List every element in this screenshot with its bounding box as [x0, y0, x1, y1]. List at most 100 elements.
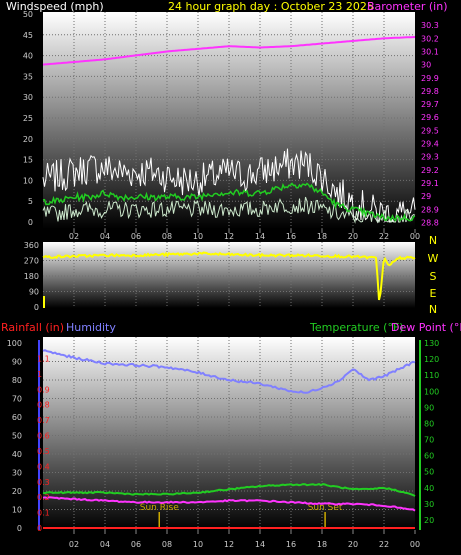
wind-speed-line [42, 196, 416, 224]
wind-y-tick-label: 45 [23, 31, 33, 40]
barometer-y-tick-label: 29.7 [421, 100, 439, 109]
x-tick-label: 20 [348, 232, 358, 241]
wind-y-tick-label: 35 [23, 72, 33, 81]
humidity-y-tick-label: 30 [12, 469, 22, 478]
compass-label-s: S [430, 270, 437, 283]
x-tick-label: 02 [69, 232, 79, 241]
wind-y-tick-label: 25 [23, 114, 33, 123]
direction-y-tick-label: 360 [24, 241, 39, 250]
rainfall-axis-title: Rainfall (in) [1, 321, 64, 334]
humidity-y-tick-label: 70 [12, 395, 22, 404]
direction-y-tick-label: 270 [24, 257, 39, 266]
wind-y-tick-label: 10 [23, 176, 33, 185]
wind-axis-title: Windspeed (mph) [6, 0, 104, 13]
x-tick-label: 02 [69, 540, 79, 549]
barometer-y-tick-label: 29 [421, 192, 431, 201]
rainfall-y-tick-label: 0.9 [37, 385, 50, 394]
temperature-y-tick-label: 120 [424, 355, 439, 364]
x-tick-label: 08 [162, 232, 172, 241]
x-tick-label: 06 [131, 232, 141, 241]
rainfall-y-tick-label: 1.1 [37, 354, 50, 363]
x-tick-label: 06 [131, 540, 141, 549]
temperature-y-tick-label: 40 [424, 484, 434, 493]
temperature-y-tick-label: 130 [424, 339, 439, 348]
humidity-axis-title: Humidity [66, 321, 116, 334]
direction-y-tick-label: 90 [29, 288, 39, 297]
humidity-line [42, 349, 416, 394]
x-tick-label: 00 [410, 232, 420, 241]
x-tick-label: 00 [410, 540, 420, 549]
direction-y-tick-label: 180 [24, 272, 39, 281]
humidity-y-tick-label: 50 [12, 432, 22, 441]
compass-label-n: N [429, 303, 437, 316]
temperature-line [42, 483, 416, 497]
temperature-y-tick-label: 110 [424, 371, 439, 380]
barometer-y-tick-label: 28.8 [421, 218, 439, 227]
x-tick-label: 16 [286, 232, 296, 241]
x-tick-label: 12 [224, 232, 234, 241]
rainfall-y-tick-label: 0.1 [37, 509, 50, 518]
rainfall-y-tick-label: 0 [37, 524, 42, 533]
barometer-y-tick-label: 29.8 [421, 87, 439, 96]
sunset-label: Sun Set [308, 503, 343, 513]
temperature-y-tick-label: 100 [424, 387, 439, 396]
barometer-y-tick-label: 29.6 [421, 113, 439, 122]
x-tick-label: 18 [317, 232, 327, 241]
wind-gust-line [42, 148, 416, 224]
rainfall-y-tick-label: 0.8 [37, 401, 50, 410]
x-tick-label: 22 [379, 540, 389, 549]
x-tick-label: 10 [193, 232, 203, 241]
humidity-y-tick-label: 80 [12, 376, 22, 385]
direction-y-tick-label: 0 [34, 303, 39, 312]
barometer-y-tick-label: 28.9 [421, 205, 439, 214]
x-tick-label: 04 [100, 232, 110, 241]
wind-y-tick-label: 20 [23, 135, 33, 144]
barometer-y-tick-label: 30.1 [421, 47, 439, 56]
dewpoint-axis-title: Dew Point (°F) [391, 321, 461, 334]
barometer-y-tick-label: 29.5 [421, 126, 439, 135]
wind-x-ticks: 02 04 06 08 10 12 14 16 18 20 22 00 [69, 229, 420, 241]
barometer-y-tick-label: 29.4 [421, 140, 439, 149]
humidity-y-tick-label: 100 [7, 339, 22, 348]
x-tick-label: 08 [162, 540, 172, 549]
temperature-y-tick-label: 30 [424, 500, 434, 509]
wind-y-tick-label: 0 [28, 218, 33, 227]
rainfall-y-tick-label: 0.3 [37, 478, 50, 487]
wind-y-tick-label: 5 [28, 197, 33, 206]
direction-grid [43, 242, 415, 308]
barometer-y-tick-label: 29.2 [421, 166, 439, 175]
x-tick-label: 20 [348, 540, 358, 549]
x-tick-label: 14 [255, 232, 265, 241]
temp-grid [43, 337, 415, 530]
temperature-y-tick-label: 90 [424, 403, 434, 412]
x-tick-label: 18 [317, 540, 327, 549]
x-tick-label: 10 [193, 540, 203, 549]
humidity-y-tick-label: 60 [12, 413, 22, 422]
temperature-y-tick-label: 80 [424, 419, 434, 428]
wind-grid [43, 12, 415, 229]
x-tick-label: 04 [100, 540, 110, 549]
wind-y-tick-label: 40 [23, 52, 33, 61]
humidity-y-tick-label: 90 [12, 358, 22, 367]
humidity-y-tick-label: 10 [12, 506, 22, 515]
wind-y-tick-label: 30 [23, 93, 33, 102]
sunrise-label: Sun Rise [140, 503, 179, 513]
rainfall-y-tick-label: 0.5 [37, 447, 50, 456]
rainfall-y-tick-label: 1 [37, 370, 42, 379]
rainfall-y-ticks: 1.1 1 0.9 0.8 0.7 0.6 0.5 0.4 0.3 0.2 0.1 0 [37, 354, 50, 533]
temperature-y-tick-label: 70 [424, 436, 434, 445]
barometer-y-tick-label: 29.3 [421, 153, 439, 162]
barometer-y-tick-label: 30.2 [421, 34, 439, 43]
temperature-y-tick-label: 50 [424, 468, 434, 477]
humidity-y-tick-label: 20 [12, 487, 22, 496]
barometer-y-tick-label: 30.3 [421, 21, 439, 30]
rainfall-y-tick-label: 0.7 [37, 416, 50, 425]
graph-date-title: 24 hour graph day : October 23 2025 [168, 0, 374, 13]
rainfall-y-tick-label: 0.6 [37, 432, 50, 441]
